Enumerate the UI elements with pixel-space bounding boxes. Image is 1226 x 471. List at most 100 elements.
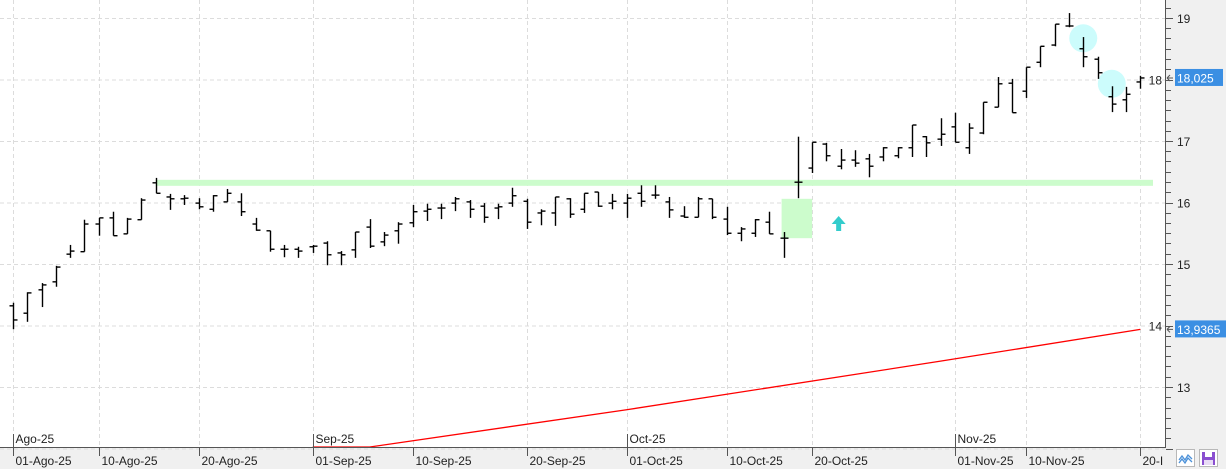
ohlc-bar: [1065, 13, 1074, 28]
ohlc-bar: [865, 153, 874, 178]
date-tick-label: 10-Ago-25: [102, 454, 158, 468]
ohlc-bar: [651, 185, 660, 199]
date-tick-label: 20-Oct-25: [815, 454, 869, 468]
ohlc-bar: [137, 198, 146, 221]
ohlc-bar: [23, 292, 32, 322]
price-tick-label: 17: [1177, 135, 1191, 149]
ohlc-bar: [266, 230, 275, 252]
ohlc-bar: [608, 193, 617, 210]
ohlc-bar: [1036, 45, 1045, 68]
save-icon: [1202, 452, 1215, 465]
ohlc-bar: [337, 251, 346, 266]
ohlc-bar: [794, 136, 803, 199]
ohlc-bar: [994, 77, 1003, 108]
date-tick-label: 01-Oct-25: [630, 454, 684, 468]
ohlc-bar: [280, 244, 289, 258]
ohlc-bar: [123, 217, 132, 235]
price-tick-label: 14: [1149, 320, 1163, 334]
price-tick-label: 15: [1177, 258, 1191, 272]
ohlc-bar: [623, 193, 632, 218]
ohlc-bar: [38, 283, 47, 308]
ohlc-bar: [237, 193, 246, 217]
ohlc-bar: [751, 219, 760, 237]
ohlc-bar: [223, 188, 232, 203]
ohlc-bar: [780, 232, 789, 258]
ohlc-bar: [566, 198, 575, 218]
up-arrow-icon: [831, 216, 846, 232]
date-axis[interactable]: Ago-25 Sep-25 Oct-25 Nov-25 01-Ago-25 10-Ago-…: [13, 432, 1164, 468]
ohlc-bar: [480, 203, 489, 223]
ohlc-bar: [1079, 37, 1088, 68]
ohlc-bar: [9, 302, 18, 330]
month-label: Sep-25: [316, 432, 355, 446]
ohlc-bar: [837, 148, 846, 170]
price-label: 13,9365: [1177, 323, 1221, 337]
chart-style-icon: [1178, 453, 1193, 465]
ohlc-bar: [1051, 23, 1060, 47]
ohlc-bar: [1122, 86, 1131, 113]
ohlc-bar: [1108, 86, 1117, 113]
date-tick-label: 10-Sep-25: [416, 454, 472, 468]
ohlc-bar: [423, 203, 432, 221]
ohlc-bar: [951, 112, 960, 143]
ohlc-bar: [708, 198, 717, 220]
save-button[interactable]: [1199, 449, 1218, 467]
ohlc-bar: [723, 206, 732, 236]
ohlc-bar: [979, 101, 988, 135]
ohlc-bar: [195, 198, 204, 210]
ohlc-bar: [109, 211, 118, 237]
ohlc-bar: [209, 195, 218, 212]
ohlc-bar: [95, 217, 104, 236]
chart-style-button[interactable]: [1176, 449, 1195, 467]
date-tick-label: 20-I: [1143, 454, 1164, 468]
price-tick-label: 13: [1177, 381, 1191, 395]
ohlc-bar: [323, 241, 332, 266]
ohlc-bar: [523, 198, 532, 229]
ohlc-bar: [409, 204, 418, 228]
ohlc-bar: [380, 232, 389, 247]
month-label: Oct-25: [630, 432, 666, 446]
price-label-background: [1175, 320, 1226, 338]
ohlc-bar: [466, 200, 475, 218]
ohlc-bar: [451, 196, 460, 212]
ohlc-bar: [965, 123, 974, 154]
ohlc-bar: [309, 244, 318, 253]
gap-box: [781, 198, 813, 239]
ohlc-bar: [508, 187, 517, 207]
ohlc-bar: [494, 203, 503, 220]
price-marker-arrow-icon: [1166, 74, 1173, 82]
ohlc-bar: [80, 219, 89, 253]
ohlc-bar: [822, 142, 831, 162]
support-line: [155, 179, 1153, 186]
date-tick-label: 20-Sep-25: [530, 454, 586, 468]
ohlc-bar: [437, 203, 446, 220]
date-tick-label: 20-Ago-25: [202, 454, 258, 468]
ohlc-bar: [66, 244, 75, 258]
ohlc-bar: [351, 231, 360, 258]
ohlc-bar: [922, 135, 931, 157]
ohlc-bar: [152, 177, 161, 194]
ohlc-bar: [694, 196, 703, 218]
grid: [0, 0, 1165, 450]
ohlc-bar: [537, 209, 546, 226]
date-tick-label: 01-Ago-25: [16, 454, 72, 468]
date-tick-label: 01-Sep-25: [316, 454, 372, 468]
ohlc-bar: [808, 141, 817, 173]
ohlc-bar: [580, 192, 589, 213]
price-marker-arrow-icon: [1166, 326, 1173, 333]
ohlc-bar: [594, 191, 603, 207]
month-label: Ago-25: [16, 432, 55, 446]
ohlc-bar: [52, 265, 61, 287]
ohlc-bar: [737, 227, 746, 242]
date-tick-label: 10-Nov-25: [1029, 454, 1085, 468]
ohlc-bar: [1022, 66, 1031, 98]
ohlc-bar: [166, 193, 175, 210]
ohlc-bar: [879, 147, 888, 162]
price-axis[interactable]: 13 14 15 16 17 18 19 18,025 13,9365: [1149, 8, 1226, 450]
date-axis-panel: [0, 448, 1226, 469]
date-tick-label: 01-Nov-25: [958, 454, 1014, 468]
ohlc-bar: [937, 118, 946, 146]
ohlc-bar: [680, 206, 689, 218]
